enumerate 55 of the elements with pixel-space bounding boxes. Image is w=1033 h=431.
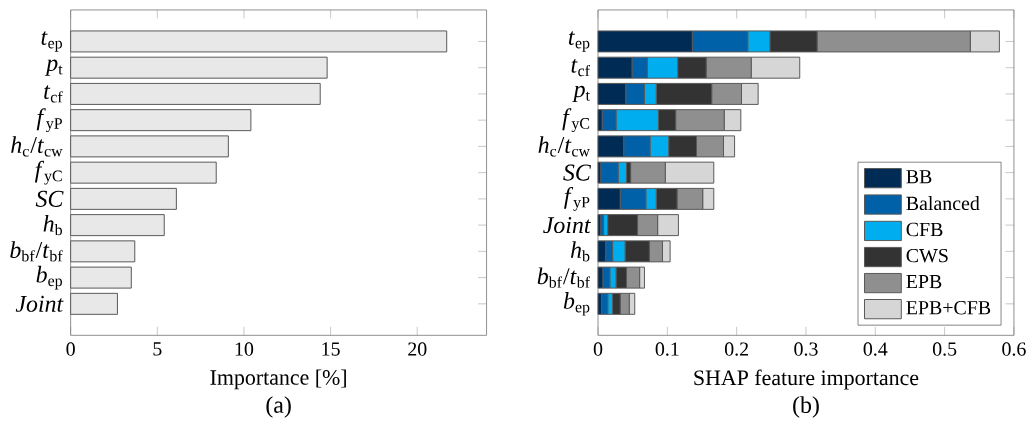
x-tick-label: 0 [593,342,603,356]
legend-label: EPB [906,275,942,289]
text: (b) [793,396,819,418]
y-tick-label: t$_{cf}$ [44,85,63,103]
bar [70,161,217,184]
x-tick-label: 0.3 [794,342,818,356]
y-tick-label: f$_{yC}$ [34,160,62,185]
y-tick-label: p$_{t}$ [44,59,63,76]
y-tick-label: b$_{ep}$ [36,265,62,290]
y-tick-label: t$_{cf}$ [571,59,590,77]
y-tick-label: h$_{c}$/t$_{cw}$ [538,136,590,157]
y-tick-label: SC [35,190,64,207]
y-tick-label: b$_{ep}$ [563,292,590,316]
y-tick-label: Joint [15,295,64,312]
y-tick-label: Joint [543,217,591,234]
x-tick-label: 5 [153,342,162,356]
legend-label: BB [906,170,932,184]
bar [70,266,132,289]
x-tick-label: 0.2 [724,342,749,356]
bar [70,109,252,132]
x-tick-label: 15 [322,342,340,356]
x-tick-label: 10 [235,342,254,356]
legend-label: CWS [906,249,948,263]
y-tick-label: b$_{bf}$/t$_{bf}$ [537,267,590,288]
x-tick-label: 0.4 [863,342,888,356]
legend-label: Balanced [906,196,980,211]
y-tick-label: t$_{ep}$ [41,31,62,52]
bar [70,135,229,158]
bar [70,56,328,79]
y-tick-label: h$_{b}$ [570,241,590,262]
x-tick-label: 20 [408,342,427,356]
y-tick-label: h$_{b}$ [43,215,63,236]
text: (a) [266,396,291,418]
x-axis-title: SHAP feature importance [694,369,919,390]
y-tick-label: t$_{ep}$ [568,31,590,52]
y-tick-label: SC [563,164,591,181]
bar [70,30,448,53]
x-tick-label: 0.1 [655,342,679,356]
y-tick-label: f$_{yC}$ [562,108,590,133]
y-tick-label: p$_{t}$ [572,85,590,103]
y-tick-label: b$_{bf}$/t$_{bf}$ [10,241,63,262]
legend-label: EPB+CFB [906,301,991,315]
legend-label: CFB [906,222,943,237]
x-axis-title: Importance [%] [210,369,346,390]
bar [70,83,321,105]
x-tick-label: 0.5 [932,342,957,356]
bar [70,240,136,263]
bar [70,187,177,210]
y-tick-label: f$_{yP}$ [36,108,62,133]
x-tick-label: 0 [66,342,75,356]
bar [70,214,165,237]
y-tick-label: h$_{c}$/t$_{cw}$ [11,136,63,157]
y-tick-label: f$_{yP}$ [564,187,590,211]
bar [70,292,118,315]
x-tick-label: 0.6 [1002,342,1026,356]
